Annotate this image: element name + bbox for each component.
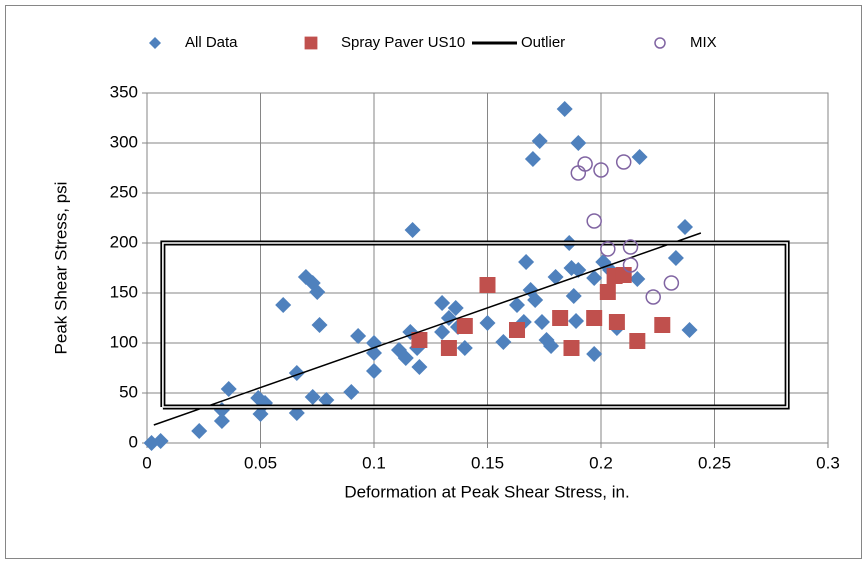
point bbox=[629, 271, 646, 287]
point bbox=[191, 423, 208, 439]
point bbox=[533, 314, 550, 330]
x-tick-label: 0.05 bbox=[244, 453, 277, 472]
point bbox=[440, 340, 457, 356]
point bbox=[622, 257, 639, 273]
point bbox=[343, 384, 360, 400]
point bbox=[213, 413, 230, 429]
y-tick-label: 0 bbox=[129, 432, 138, 451]
point bbox=[366, 363, 382, 379]
point bbox=[447, 300, 464, 316]
y-tick-label: 50 bbox=[119, 382, 138, 401]
point bbox=[440, 310, 457, 326]
point bbox=[593, 162, 609, 178]
point bbox=[509, 322, 526, 338]
y-tick-label: 200 bbox=[110, 232, 138, 251]
point bbox=[350, 328, 367, 344]
point bbox=[275, 297, 292, 313]
point bbox=[411, 332, 428, 348]
point bbox=[552, 310, 569, 326]
point bbox=[479, 315, 496, 331]
x-axis-title: Deformation at Peak Shear Stress, in. bbox=[344, 482, 629, 501]
point bbox=[586, 310, 603, 326]
point bbox=[311, 317, 328, 333]
point bbox=[434, 295, 451, 311]
x-tick-label: 0.1 bbox=[362, 453, 386, 472]
point bbox=[563, 340, 580, 356]
point bbox=[645, 289, 661, 305]
legend-label: MIX bbox=[690, 34, 717, 51]
point bbox=[599, 284, 616, 300]
trendline bbox=[153, 232, 702, 426]
x-tick-label: 0 bbox=[142, 453, 151, 472]
point bbox=[568, 313, 585, 329]
point bbox=[531, 133, 548, 149]
y-axis-title: Peak Shear Stress, psi bbox=[51, 182, 70, 355]
point bbox=[527, 292, 544, 308]
y-tick-label: 300 bbox=[110, 132, 138, 151]
point bbox=[586, 213, 602, 229]
point bbox=[547, 269, 564, 285]
point bbox=[309, 284, 326, 300]
x-tick-label: 0.2 bbox=[589, 453, 613, 472]
point bbox=[586, 270, 603, 286]
point bbox=[434, 324, 451, 340]
point bbox=[615, 267, 632, 283]
point bbox=[518, 254, 535, 270]
point bbox=[509, 297, 526, 313]
point bbox=[556, 101, 573, 117]
legend-swatch bbox=[149, 37, 161, 49]
point bbox=[631, 149, 648, 165]
point bbox=[681, 322, 698, 338]
point bbox=[220, 381, 237, 397]
point bbox=[577, 156, 593, 172]
point bbox=[615, 154, 632, 170]
x-tick-label: 0.15 bbox=[471, 453, 504, 472]
point bbox=[495, 334, 512, 350]
point bbox=[676, 219, 693, 235]
point bbox=[397, 350, 414, 366]
chart-border bbox=[5, 5, 862, 559]
y-tick-label: 350 bbox=[110, 82, 138, 101]
point bbox=[404, 222, 421, 238]
legend-label: Spray Paver US10 bbox=[341, 34, 465, 51]
point bbox=[629, 333, 646, 349]
point bbox=[411, 359, 428, 375]
point bbox=[586, 346, 603, 362]
point bbox=[152, 433, 169, 449]
point bbox=[667, 250, 684, 266]
point bbox=[663, 275, 680, 291]
point bbox=[456, 340, 473, 356]
point bbox=[565, 288, 582, 304]
point bbox=[600, 241, 616, 257]
x-tick-label: 0.25 bbox=[698, 453, 731, 472]
y-tick-label: 150 bbox=[110, 282, 138, 301]
point bbox=[570, 135, 587, 151]
point bbox=[456, 318, 473, 334]
point bbox=[318, 392, 335, 408]
legend-label: Outlier bbox=[521, 34, 565, 51]
y-tick-label: 100 bbox=[110, 332, 138, 351]
legend-swatch bbox=[304, 36, 318, 50]
point bbox=[543, 338, 560, 354]
point bbox=[479, 277, 496, 293]
legend-label: All Data bbox=[185, 34, 238, 51]
point bbox=[622, 239, 639, 255]
outlier-line-inner bbox=[162, 242, 788, 408]
y-tick-label: 250 bbox=[110, 182, 138, 201]
point bbox=[304, 389, 321, 405]
plot-border bbox=[146, 92, 829, 444]
point bbox=[524, 151, 541, 167]
point bbox=[654, 317, 671, 333]
point bbox=[608, 314, 625, 330]
legend-swatch bbox=[654, 37, 666, 49]
x-tick-label: 0.3 bbox=[816, 453, 840, 472]
